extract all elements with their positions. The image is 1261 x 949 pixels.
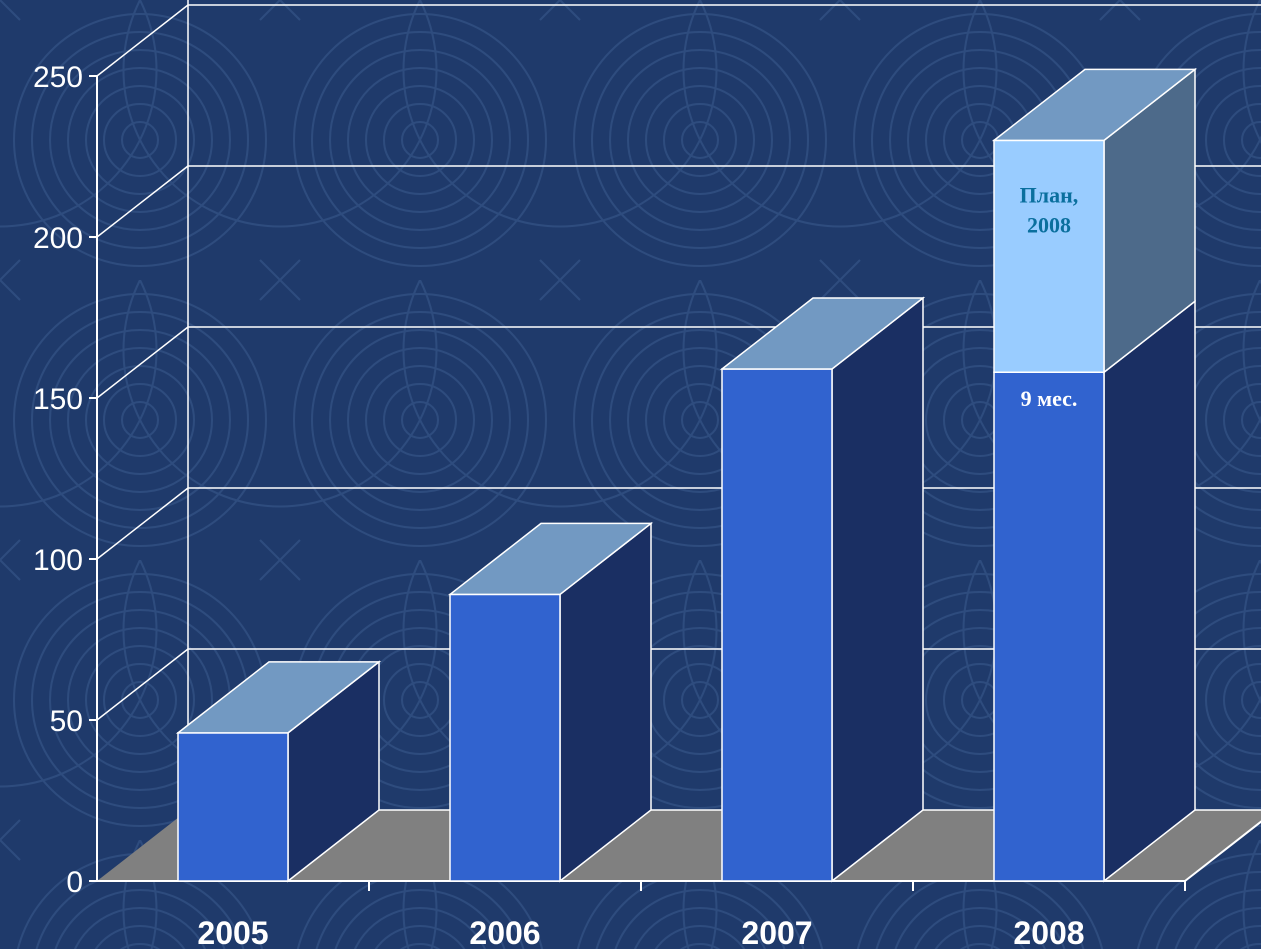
bar-top (447, 522, 654, 596)
bar-side (1103, 299, 1196, 883)
segment-label-plan: План, (1020, 182, 1079, 207)
bar-side (831, 296, 924, 883)
y-tick-label: 250 (33, 61, 83, 94)
bar (721, 368, 833, 882)
x-tick-label: 2008 (1013, 915, 1084, 949)
bar (993, 371, 1105, 882)
segment-label-plan: 2008 (1027, 212, 1071, 237)
floor (97, 810, 1261, 881)
bar-top (175, 661, 382, 734)
segment-label-9mes: 9 мес. (1021, 386, 1078, 411)
bar (993, 139, 1105, 373)
x-tick-label: 2005 (197, 915, 268, 949)
x-tick-label: 2006 (469, 915, 540, 949)
gridline-depth (96, 648, 189, 721)
gridline-depth (96, 165, 189, 238)
bar (449, 593, 561, 882)
bar-top (719, 297, 926, 370)
y-tick-label: 0 (66, 866, 83, 899)
bar-top (991, 68, 1198, 142)
y-tick-label: 100 (33, 544, 83, 577)
y-tick-label: 200 (33, 222, 83, 255)
gridline-depth (96, 487, 189, 560)
gridline-depth (96, 4, 189, 77)
x-tick-label: 2007 (741, 915, 812, 949)
gridline-depth (96, 326, 189, 399)
y-tick-label: 150 (33, 383, 83, 416)
bar (177, 732, 289, 882)
y-tick-label: 50 (50, 705, 83, 738)
